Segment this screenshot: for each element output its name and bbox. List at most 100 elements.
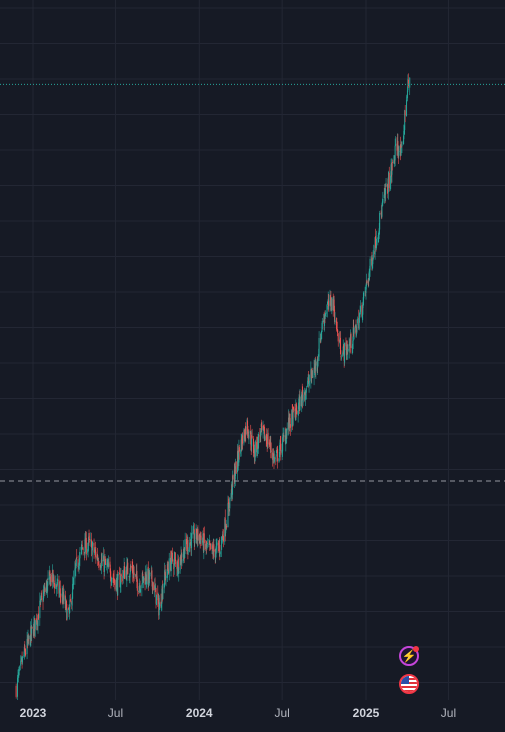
candle-body <box>17 675 19 678</box>
candle-body <box>126 564 128 582</box>
candle-body <box>92 542 94 546</box>
candle-body <box>200 535 202 541</box>
candle-body <box>368 278 370 281</box>
candle-body <box>360 306 362 312</box>
candle-body <box>358 318 360 330</box>
candle-body <box>286 429 288 439</box>
candle-body <box>286 428 288 431</box>
candle-body <box>215 552 217 559</box>
candlestick-series <box>15 73 411 700</box>
candle-body <box>224 517 226 533</box>
candle-body <box>326 311 328 314</box>
candle-body <box>398 151 400 156</box>
candle-body <box>248 434 250 439</box>
us-flag-event-icon[interactable] <box>399 674 419 694</box>
candle-body <box>363 292 365 299</box>
candle-body <box>342 352 344 357</box>
candle-body <box>254 441 256 458</box>
candle-body <box>193 529 195 543</box>
candle-body <box>192 529 194 534</box>
candle-body <box>158 597 160 616</box>
candle-body <box>104 561 106 572</box>
candle-body <box>68 606 70 614</box>
candle-body <box>47 581 49 592</box>
candle-body <box>318 337 320 357</box>
candle-body <box>270 450 272 452</box>
candle-body <box>295 403 297 412</box>
candle-body <box>93 542 95 553</box>
candle-body <box>379 213 381 230</box>
candle-body <box>97 555 99 561</box>
grid-lines <box>0 0 505 700</box>
candle-body <box>186 538 188 545</box>
candle-body <box>31 626 33 628</box>
candle-body <box>203 533 205 543</box>
candle-body <box>282 437 284 452</box>
candle-body <box>228 502 230 509</box>
candle-body <box>37 613 39 620</box>
candle-body <box>98 564 100 567</box>
candle-body <box>18 672 20 675</box>
candle-body <box>334 309 336 322</box>
candle-body <box>30 626 32 646</box>
candle-body <box>141 584 143 589</box>
candle-body <box>279 442 281 452</box>
candle-body <box>216 542 218 546</box>
candle-body <box>403 131 405 140</box>
candle-body <box>393 160 395 164</box>
candle-body <box>191 533 193 549</box>
lightning-event-icon[interactable]: ⚡ <box>399 646 419 666</box>
candle-body <box>263 425 265 430</box>
candle-body <box>130 565 132 568</box>
candle-body <box>58 579 60 594</box>
candle-body <box>57 579 59 581</box>
candle-body <box>198 535 200 542</box>
candle-body <box>293 406 295 410</box>
candle-body <box>159 602 161 610</box>
candle-body <box>174 557 176 559</box>
candle-body <box>99 565 101 568</box>
candle-body <box>136 579 138 591</box>
candle-body <box>100 568 102 570</box>
candle-body <box>25 653 27 655</box>
candle-body <box>297 410 299 416</box>
candle-body <box>127 562 129 575</box>
candle-body <box>91 547 93 555</box>
candle-body <box>324 313 326 317</box>
candle-body <box>119 582 121 588</box>
candle-body <box>277 448 279 462</box>
candle-body <box>215 546 217 555</box>
candle-body <box>263 426 265 441</box>
candle-body <box>81 545 83 547</box>
candle-body <box>307 377 309 380</box>
candle-body <box>157 592 159 601</box>
chart-plot-area[interactable] <box>0 0 505 700</box>
candle-body <box>285 433 287 445</box>
candle-body <box>49 570 51 576</box>
candle-body <box>252 438 254 454</box>
candle-body <box>356 324 358 333</box>
candle-body <box>390 175 392 190</box>
candle-body <box>43 590 45 594</box>
candle-body <box>24 651 26 654</box>
candle-body <box>120 575 122 585</box>
candle-body <box>336 321 338 332</box>
candle-body <box>194 540 196 543</box>
candle-body <box>145 574 147 582</box>
candle-body <box>149 572 151 574</box>
candle-body <box>259 435 261 438</box>
time-axis[interactable] <box>0 700 505 732</box>
candle-body <box>71 597 73 606</box>
candle-body <box>407 79 409 87</box>
candle-body <box>340 357 342 359</box>
candle-body <box>90 539 92 541</box>
candle-body <box>296 410 298 414</box>
candle-body <box>55 584 57 588</box>
candle-body <box>404 110 406 116</box>
candle-body <box>372 259 374 265</box>
candle-body <box>108 563 110 567</box>
candle-body <box>328 300 330 307</box>
candle-body <box>378 228 380 233</box>
candle-body <box>304 391 306 400</box>
